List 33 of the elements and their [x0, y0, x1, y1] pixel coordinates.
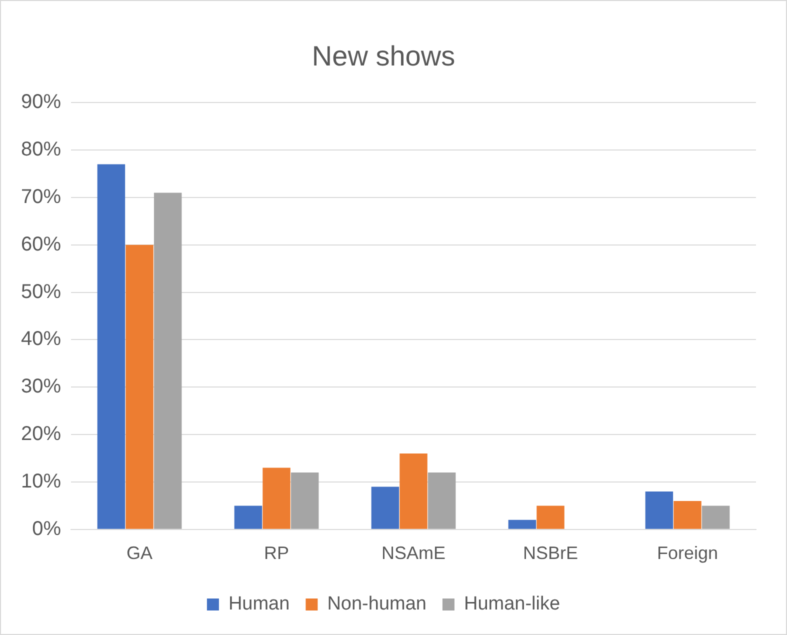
bar	[154, 192, 182, 529]
bar	[428, 472, 456, 529]
y-tick-label: 80%	[21, 138, 62, 161]
bar	[645, 491, 674, 529]
y-tick-label: 40%	[21, 328, 62, 350]
y-tick-label: 90%	[21, 91, 62, 114]
legend-label: Human-like	[464, 594, 560, 615]
x-tick-label: GA	[126, 543, 153, 564]
bar	[400, 454, 428, 529]
bar	[702, 506, 730, 529]
y-tick-label: 50%	[21, 280, 62, 303]
y-tick-label: 70%	[21, 186, 62, 208]
legend-label: Human	[228, 594, 290, 615]
y-tick-label: 20%	[21, 423, 62, 446]
bar	[126, 244, 154, 529]
bar	[371, 486, 400, 529]
bar	[290, 472, 319, 529]
bar	[262, 468, 290, 529]
bar	[97, 164, 126, 529]
y-tick-label: 60%	[21, 233, 62, 256]
x-tick-label: Foreign	[656, 543, 718, 564]
legend-label: Non-human	[327, 594, 426, 615]
y-tick-label: 0%	[32, 518, 62, 540]
bar	[674, 500, 702, 529]
chart-title: New shows	[312, 40, 456, 72]
bar	[508, 520, 536, 529]
y-tick-label: 30%	[21, 376, 62, 398]
y-tick-label: 10%	[21, 470, 62, 492]
bar	[234, 506, 262, 529]
bar	[536, 506, 564, 529]
x-tick-label: NSAmE	[382, 543, 446, 564]
x-tick-label: NSBrE	[523, 543, 578, 564]
x-tick-label: RP	[264, 543, 290, 564]
